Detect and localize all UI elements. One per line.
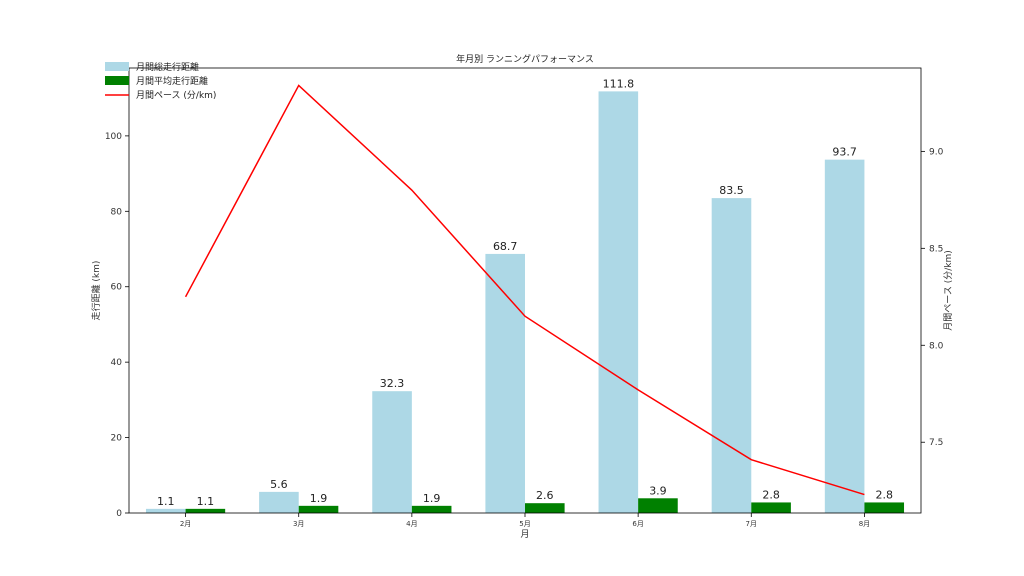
data-label-average-0: 1.1 [197,495,215,508]
bar-average-3 [525,503,565,513]
y2-axis-label: 月間ペース (分/km) [943,250,954,330]
bar-average-4 [638,498,678,513]
data-label-average-3: 2.6 [536,489,554,502]
data-label-average-5: 2.8 [762,488,780,501]
y2-tick-label-1: 8.0 [929,341,944,351]
bar-average-2 [411,505,452,513]
y-tick-label-3: 60 [111,283,123,293]
data-label-average-6: 2.8 [875,488,893,501]
bar-total-3 [485,253,525,513]
data-label-average-2: 1.9 [423,492,441,505]
bar-average-1 [298,505,339,513]
plot-area: 1.1 5.6 32.3 68.7 111.8 83.5 93.7 1.1 1.9 1.9 2.6 3… [105,67,944,528]
y2-tick-label-3: 9.0 [929,147,944,157]
data-label-average-4: 3.9 [649,484,667,497]
chart-title: 年月別 ランニングパフォーマンス [456,53,594,65]
legend-swatch-1 [105,76,129,85]
data-label-average-1: 1.9 [310,492,328,505]
legend-label-0: 月間総走行距離 [136,61,199,73]
y-axis-label: 走行距離 (km) [90,261,102,321]
y-tick-label-1: 20 [111,434,123,444]
x-tick-label-6: 8月 [859,520,870,528]
x-tick-label-1: 3月 [293,520,304,528]
legend-label-1: 月間平均走行距離 [136,75,208,87]
data-label-total-5: 83.5 [719,184,744,197]
y-tick-label-2: 40 [111,358,123,368]
x-axis-label: 月 [520,529,529,540]
y-tick-label-4: 80 [111,207,123,217]
legend-label-2: 月間ペース (分/km) [136,90,216,101]
x-tick-label-2: 4月 [406,520,417,528]
x-tick-label-5: 7月 [746,520,757,528]
bar-total-4 [598,91,639,514]
data-label-total-6: 93.7 [832,146,857,159]
y2-tick-label-2: 8.5 [929,244,943,254]
data-label-total-2: 32.3 [380,377,405,390]
legend-swatch-0 [105,62,129,71]
bar-total-1 [259,491,299,513]
data-label-total-0: 1.1 [157,495,175,508]
bar-average-0 [185,508,226,513]
bar-average-5 [751,502,791,513]
bar-total-2 [372,391,412,513]
x-tick-label-0: 2月 [180,520,191,528]
pace-line [184,84,865,496]
data-label-total-3: 68.7 [493,240,518,253]
data-label-total-4: 111.8 [603,77,635,90]
x-tick-label-4: 6月 [632,520,643,528]
y2-tick-label-0: 7.5 [929,438,943,448]
bar-total-6 [824,159,865,513]
bar-total-0 [145,508,186,513]
data-label-total-1: 5.6 [270,478,288,491]
y-tick-label-0: 0 [116,509,122,519]
bar-total-5 [711,198,752,513]
bar-average-6 [864,502,905,513]
y-tick-label-5: 100 [105,132,122,142]
x-tick-label-3: 5月 [519,520,530,528]
